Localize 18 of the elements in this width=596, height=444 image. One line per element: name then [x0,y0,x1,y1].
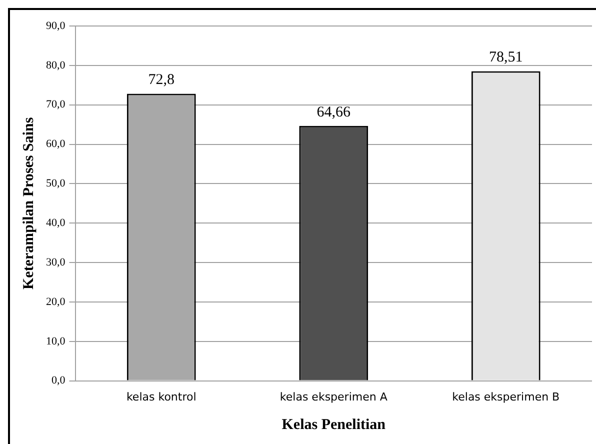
y-tick-label: 30,0 [46,256,66,268]
x-tick-label: kelas eksperimen B [452,390,560,404]
x-axis-title: Kelas Penelitian [282,416,386,433]
y-tick-label: 0,0 [52,374,66,387]
y-tick-label: 80,0 [46,59,66,72]
y-tick-label: 10,0 [46,335,66,348]
y-axis-title: Keterampilan Proses Sains [20,117,37,290]
data-label: 78,51 [489,50,523,66]
x-tick-label: kelas eksperimen A [280,390,388,404]
y-tick-label: 20,0 [46,296,66,308]
y-tick-label: 70,0 [46,98,66,111]
data-label: 64,66 [316,104,351,120]
y-tick-label: 50,0 [46,178,66,190]
y-tick-label: 60,0 [46,138,66,150]
data-label: 72,8 [148,72,174,88]
x-tick-label: kelas kontrol [126,390,196,404]
y-tick-label: 90,0 [46,20,66,32]
y-tick-label: 40,0 [46,217,66,229]
